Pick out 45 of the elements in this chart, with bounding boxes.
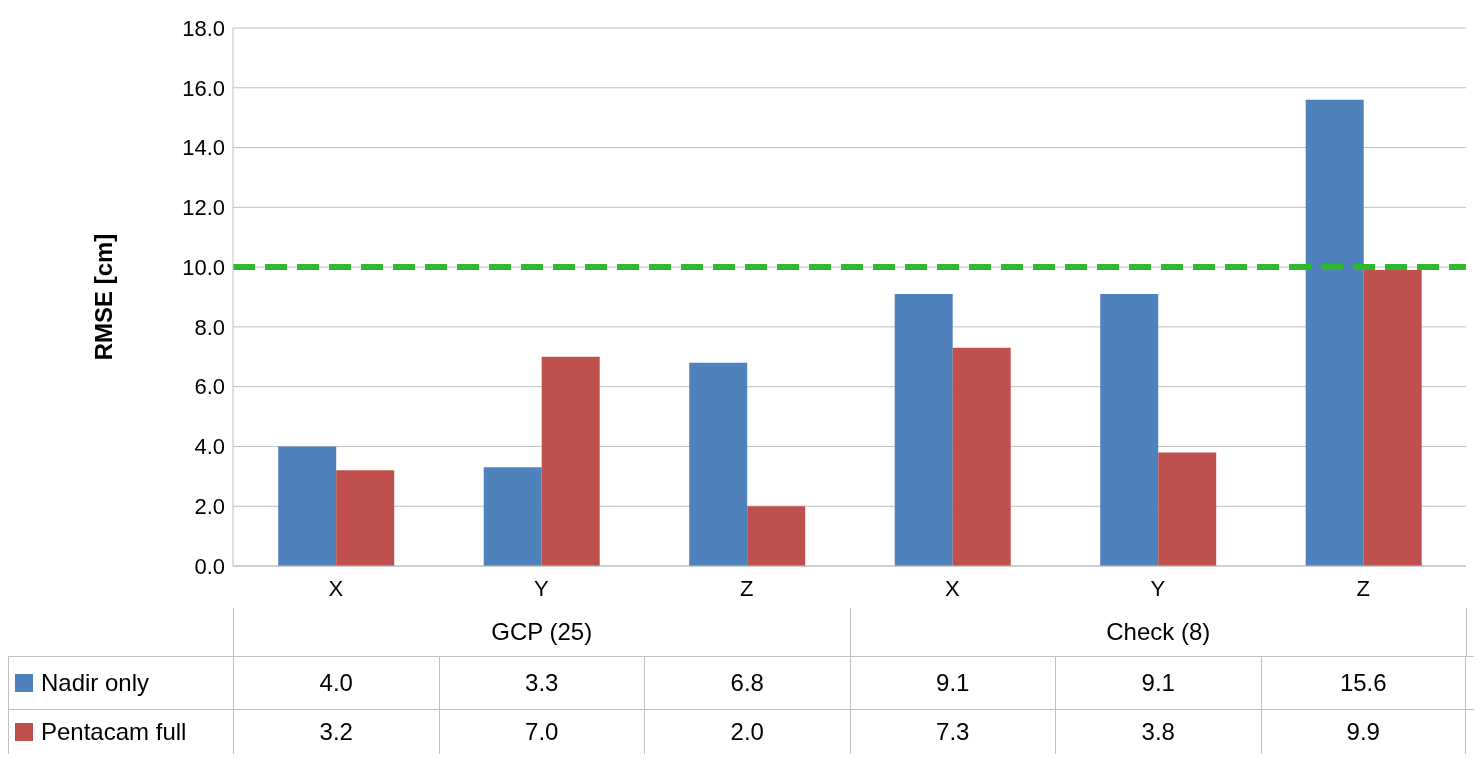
data-label: 3.8 [1055,710,1261,754]
data-label: 3.2 [233,710,439,754]
y-tick-label: 4.0 [194,434,225,460]
x-tick-label: Z [740,575,754,601]
data-label: 6.8 [644,657,850,709]
bar [1158,452,1217,566]
x-tick-label: X [944,575,960,601]
data-label: 4.0 [233,657,439,709]
data-label: 15.6 [1260,657,1466,709]
y-tick-label: 2.0 [194,494,225,520]
y-axis-title: RMSE [cm] [89,233,117,361]
data-label: 7.0 [438,710,644,754]
text: Check (8) [849,608,1466,656]
y-tick-label: 14.0 [182,135,225,161]
legend-label: Pentacam full [41,718,187,746]
bar [689,362,748,566]
text: GCP (25) [233,608,850,656]
bar [541,356,600,566]
bar [278,446,337,566]
y-tick-label: 18.0 [182,15,225,41]
y-tick-label: 16.0 [182,75,225,101]
bar [483,467,542,566]
x-tick-label: Z [1356,575,1370,601]
x-tick-label: Y [1150,575,1166,601]
data-label: 9.1 [849,657,1055,709]
data-label: 9.1 [1055,657,1261,709]
y-tick-label: 0.0 [194,553,225,579]
x-tick-label: Y [533,575,549,601]
bar [1363,270,1422,566]
bar [336,470,395,566]
bar [1100,294,1159,566]
legend-label: Nadir only [41,669,150,697]
y-tick-label: 8.0 [194,314,225,340]
data-label: 7.3 [849,710,1055,754]
bar [1305,99,1364,566]
bar [894,294,953,566]
data-label: 9.9 [1260,710,1466,754]
bar [952,347,1011,566]
y-tick-label: 6.0 [194,374,225,400]
x-tick-label: X [328,575,344,601]
data-label: 2.0 [644,710,850,754]
y-tick-label: 12.0 [182,195,225,221]
data-label: 3.3 [438,657,644,709]
bar [747,506,806,566]
y-tick-label: 10.0 [182,254,225,280]
